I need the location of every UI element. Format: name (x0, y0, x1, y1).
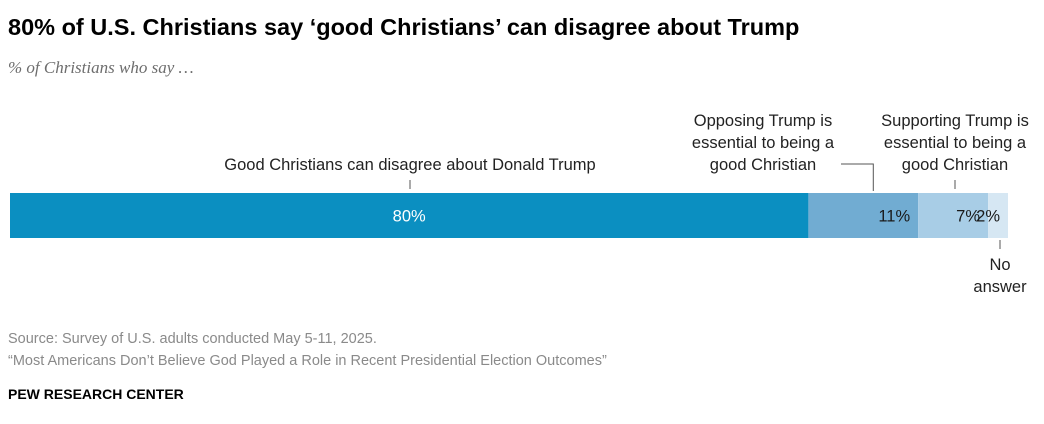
segment-annotation: Opposing Trump is (694, 112, 832, 130)
bar-segment (918, 193, 989, 238)
bar-segment (10, 193, 809, 238)
chart-subtitle: % of Christians who say … (8, 58, 194, 77)
bar-segment (988, 193, 1008, 238)
segment-annotation: Supporting Trump is (881, 112, 1029, 130)
segment-annotation: essential to being a (692, 134, 835, 152)
pew-research-center-logo: PEW RESEARCH CENTER (8, 386, 184, 402)
report-title-note: “Most Americans Don’t Believe God Played… (8, 353, 607, 369)
data-label: 2% (976, 208, 1000, 226)
segment-annotation: essential to being a (884, 134, 1027, 152)
segment-annotation: good Christian (902, 156, 1008, 174)
data-label: 80% (393, 208, 426, 226)
segment-annotation: good Christian (710, 156, 816, 174)
source-note: Source: Survey of U.S. adults conducted … (8, 331, 377, 347)
segment-annotation: Good Christians can disagree about Donal… (224, 156, 595, 174)
bar-segment (808, 193, 919, 238)
data-label: 7% (956, 208, 980, 226)
segment-annotation: No (989, 256, 1010, 274)
segment-annotation: answer (973, 278, 1027, 296)
leader-line (841, 163, 874, 191)
data-label: 11% (878, 208, 910, 226)
chart-title: 80% of U.S. Christians say ‘good Christi… (8, 14, 800, 40)
